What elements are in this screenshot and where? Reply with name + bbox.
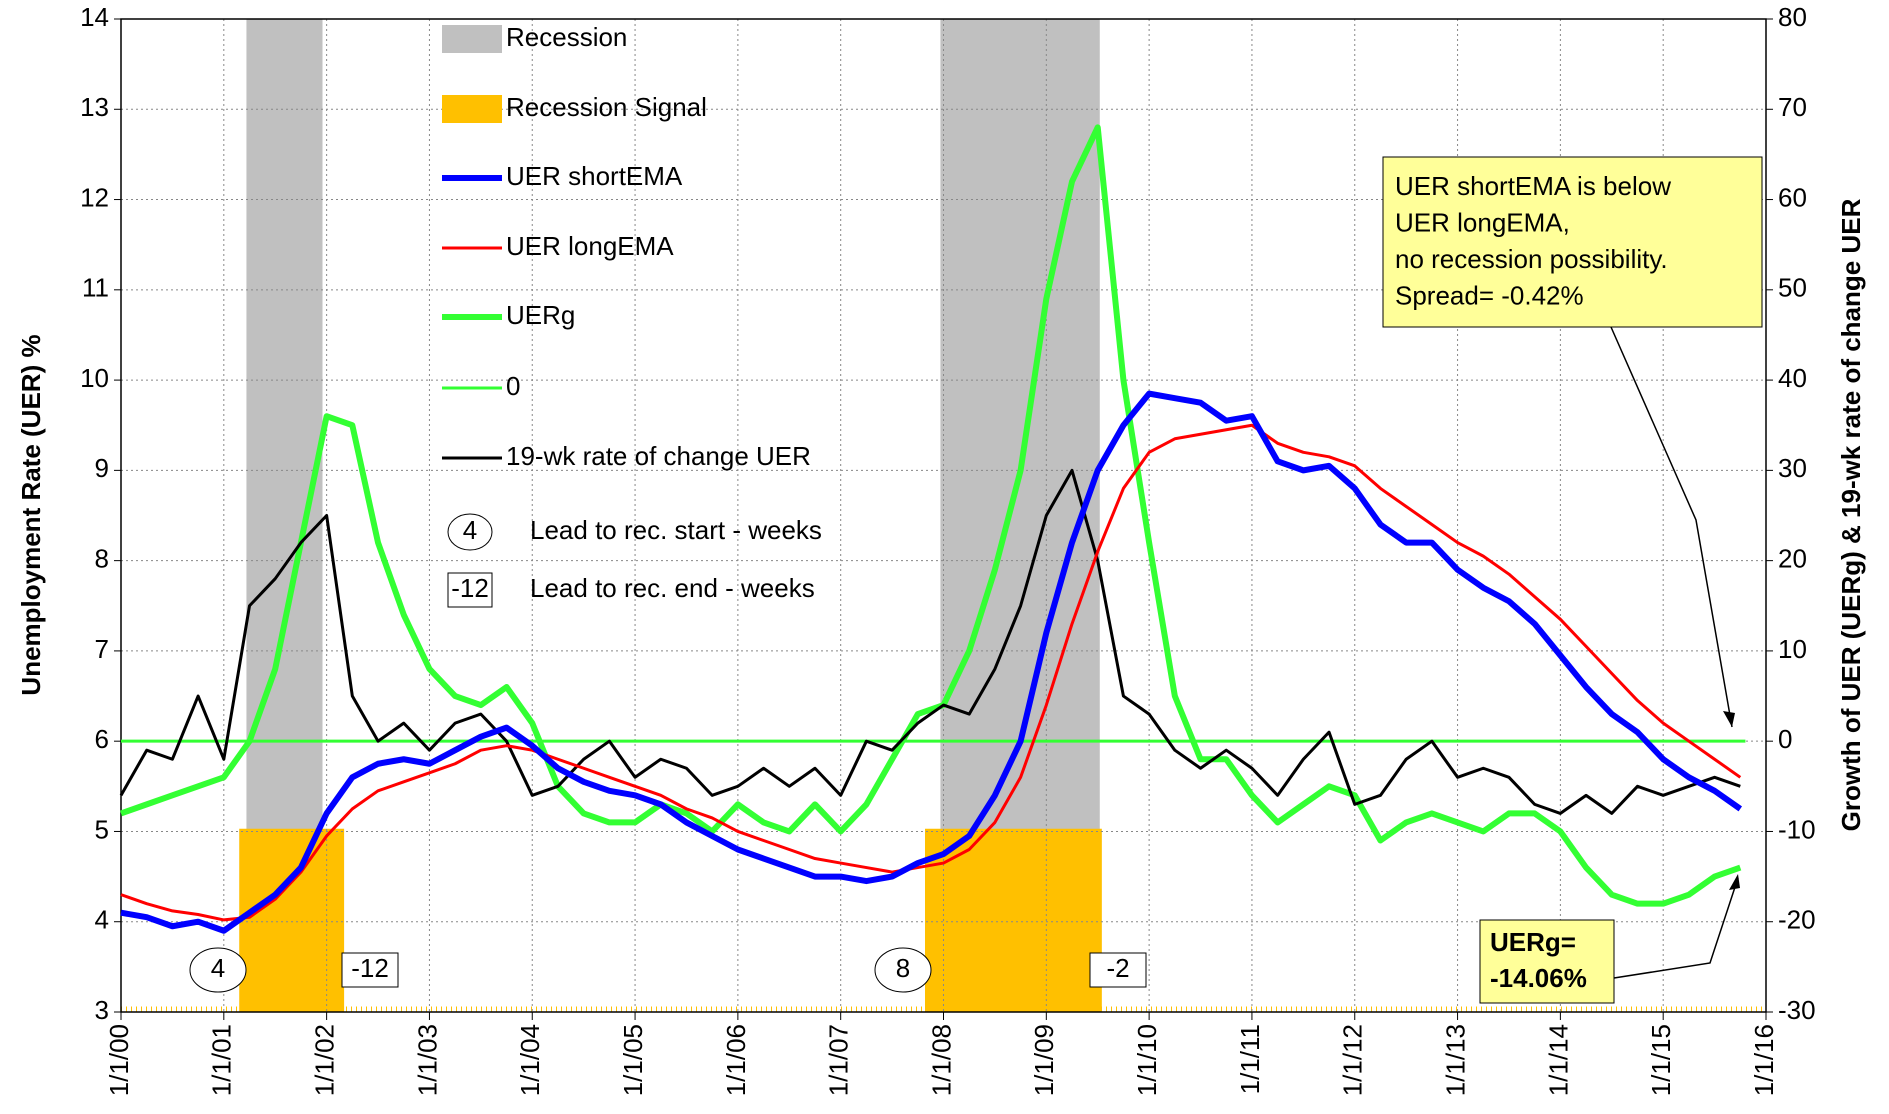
- legend-swatch: [442, 25, 502, 53]
- recession-signal: [239, 828, 345, 1012]
- lead-start-marker: [874, 947, 932, 993]
- lead-end-label: -2: [1106, 953, 1129, 983]
- legend-label: UER longEMA: [506, 231, 674, 261]
- callout-arrow: [1610, 326, 1733, 728]
- y-tick-label: 6: [95, 724, 109, 754]
- lead-end-marker: [1089, 952, 1147, 988]
- y2-tick-label: 20: [1778, 544, 1807, 574]
- lead-start-label: 8: [896, 953, 910, 983]
- x-tick-label: 1/1/16: [1749, 1024, 1779, 1096]
- x-tick-label: 1/1/11: [1235, 1024, 1265, 1094]
- x-tick-label: 1/1/09: [1029, 1024, 1059, 1096]
- y-tick-label: 4: [95, 905, 109, 935]
- y-tick-label: 3: [95, 995, 109, 1025]
- y-tick-label: 8: [95, 544, 109, 574]
- x-tick-label: 1/1/00: [104, 1024, 134, 1096]
- legend-label: UER shortEMA: [506, 161, 683, 191]
- y2-tick-label: -10: [1778, 814, 1816, 844]
- y-axis-label: Unemployment Rate (UER) %: [16, 334, 46, 695]
- lead-circle: [447, 513, 493, 551]
- y2-tick-label: 10: [1778, 634, 1807, 664]
- x-tick-label: 1/1/13: [1440, 1024, 1470, 1096]
- lead-start-label: 4: [211, 953, 225, 983]
- lead-end-marker: [341, 952, 399, 988]
- y2-tick-label: 40: [1778, 363, 1807, 393]
- callout-text: -14.06%: [1490, 963, 1587, 993]
- plot-frame: [120, 18, 1767, 1013]
- callout-text: UERg=: [1490, 927, 1576, 957]
- recession-signal: [924, 828, 1102, 1012]
- y-tick-label: 10: [80, 363, 109, 393]
- lead-start-marker: [189, 947, 247, 993]
- y-tick-label: 9: [95, 453, 109, 483]
- lead-symbol: 4: [463, 515, 477, 545]
- x-tick-label: 1/1/12: [1338, 1024, 1368, 1096]
- y-tick-label: 12: [80, 182, 109, 212]
- series-line: [120, 124, 1742, 907]
- y-tick-label: 7: [95, 634, 109, 664]
- lead-text: Lead to rec. end - weeks: [530, 573, 815, 603]
- x-tick-label: 1/1/14: [1543, 1024, 1573, 1096]
- x-tick-label: 1/1/03: [412, 1024, 442, 1096]
- y2-tick-label: 30: [1778, 453, 1807, 483]
- x-tick-label: 1/1/01: [207, 1024, 237, 1096]
- x-tick-label: 1/1/15: [1646, 1024, 1676, 1096]
- legend-label: 19-wk rate of change UER: [506, 441, 811, 471]
- y2-tick-label: 80: [1778, 2, 1807, 32]
- y-tick-label: 13: [80, 92, 109, 122]
- callout-text: UER shortEMA is below: [1395, 171, 1671, 201]
- y-tick-label: 11: [82, 273, 109, 303]
- x-tick-label: 1/1/07: [824, 1024, 854, 1096]
- legend-label: Recession Signal: [506, 92, 707, 122]
- lead-text: Lead to rec. start - weeks: [530, 515, 822, 545]
- callout-arrow: [1613, 877, 1739, 979]
- legend-label: UERg: [506, 300, 575, 330]
- y2-tick-label: -20: [1778, 905, 1816, 935]
- y2-tick-label: 50: [1778, 273, 1807, 303]
- arrow-head: [1729, 874, 1740, 890]
- x-tick-label: 1/1/04: [515, 1024, 545, 1096]
- series-line: [120, 390, 1743, 934]
- y2-tick-label: 70: [1778, 92, 1807, 122]
- legend-label: 0: [506, 371, 520, 401]
- lead-box: [447, 572, 493, 608]
- callout-text: no recession possibility.: [1395, 244, 1668, 274]
- x-tick-label: 1/1/06: [721, 1024, 751, 1096]
- callout-box: [1382, 156, 1763, 328]
- series-line: [119, 468, 1741, 815]
- y-tick-label: 5: [95, 814, 109, 844]
- callout-text: Spread= -0.42%: [1395, 280, 1584, 310]
- x-tick-label: 1/1/08: [926, 1024, 956, 1096]
- callout-box: [1479, 919, 1615, 1004]
- legend-label: Recession: [506, 22, 627, 52]
- y-tick-label: 14: [80, 2, 109, 32]
- arrow-head: [1723, 711, 1735, 727]
- y2-axis-label: Growth of UER (UERg) & 19-wk rate of cha…: [1836, 198, 1866, 831]
- lead-end-label: -12: [351, 953, 389, 983]
- series-line: [120, 423, 1742, 922]
- x-tick-label: 1/1/05: [618, 1024, 648, 1096]
- y2-tick-label: 60: [1778, 182, 1807, 212]
- legend-swatch: [442, 95, 502, 123]
- x-tick-label: 1/1/10: [1132, 1024, 1162, 1096]
- y2-tick-label: 0: [1778, 724, 1792, 754]
- x-tick-label: 1/1/02: [310, 1024, 340, 1096]
- y2-tick-label: -30: [1778, 995, 1816, 1025]
- lead-symbol: -12: [451, 573, 489, 603]
- callout-text: UER longEMA,: [1395, 207, 1570, 237]
